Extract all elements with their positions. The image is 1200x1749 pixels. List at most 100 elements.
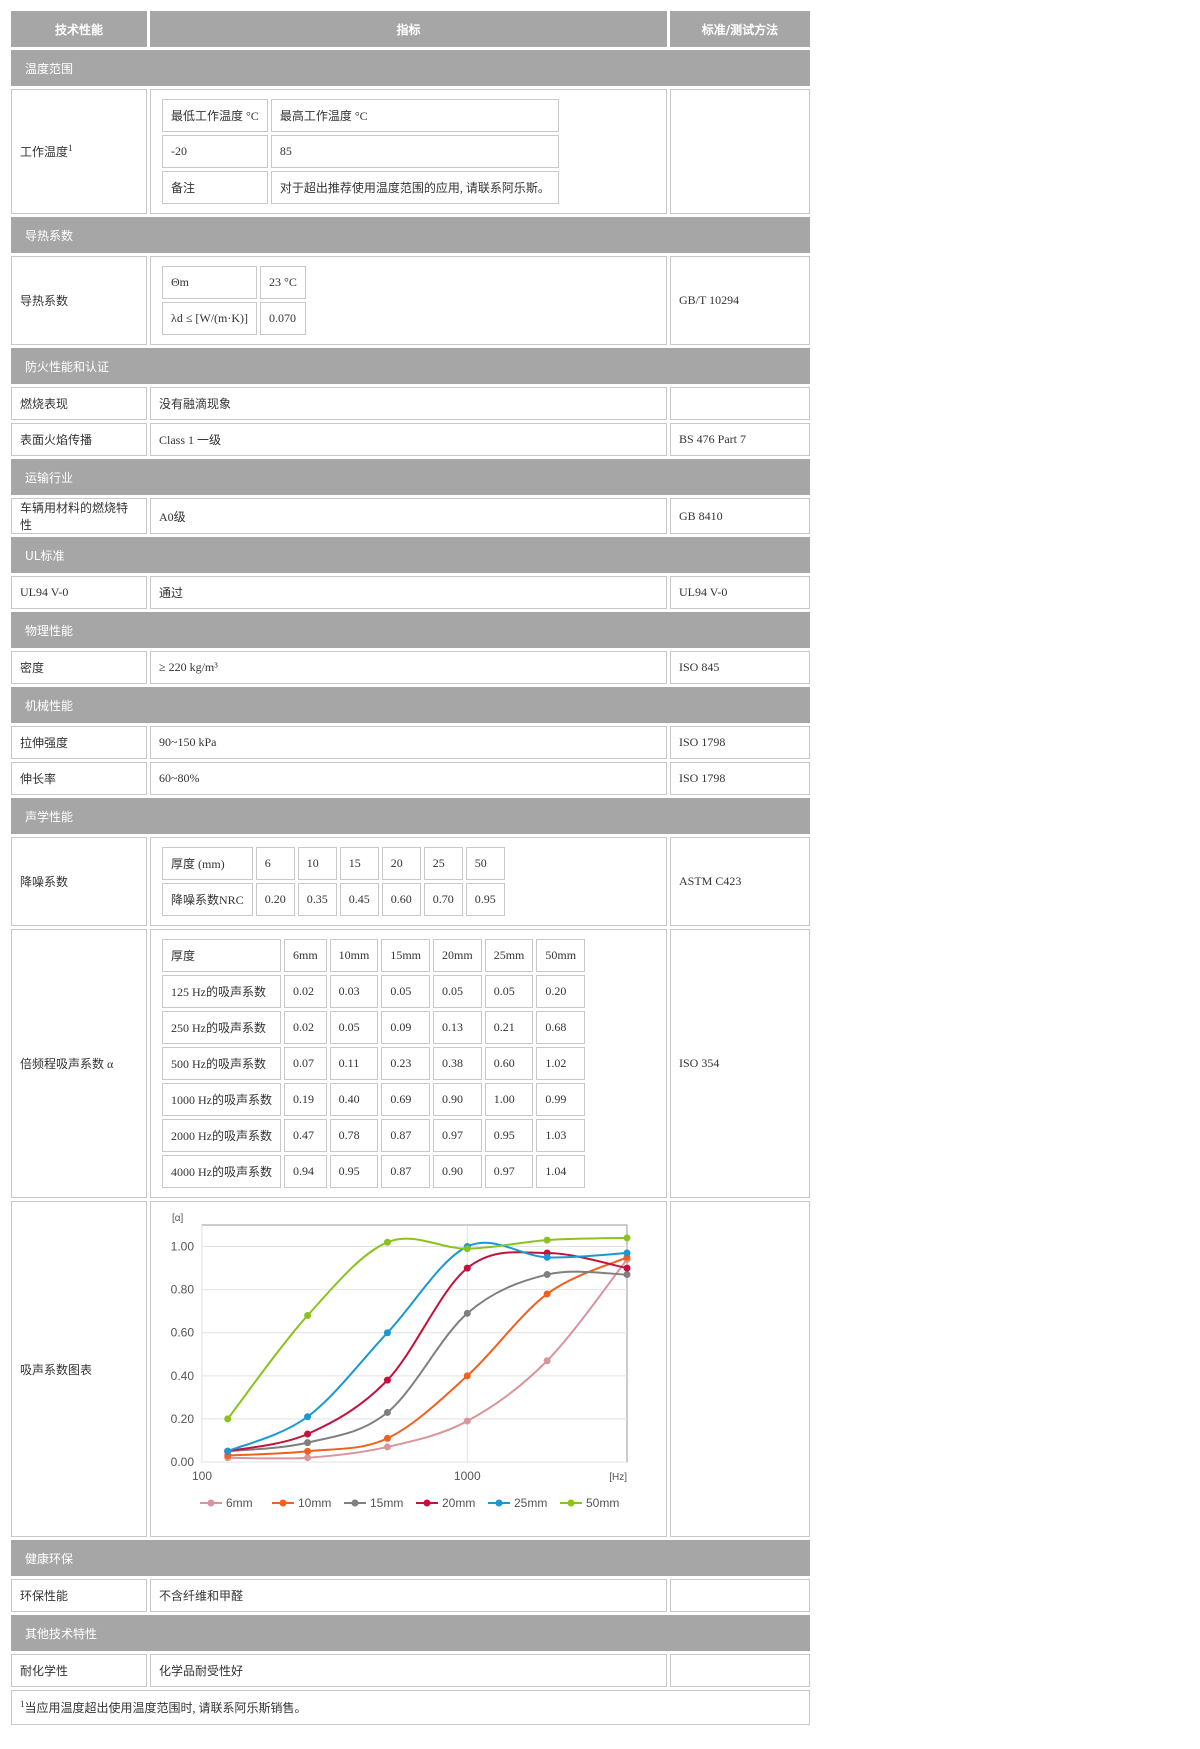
property-label: 倍频程吸声系数 α (20, 1057, 114, 1071)
header-cell: 指标 (150, 11, 667, 47)
section-row: 其他技术特性 (11, 1615, 810, 1651)
subtable-cell: 0.70 (423, 883, 463, 916)
value-text: 60~80% (159, 771, 200, 785)
standard-text: ASTM C423 (679, 874, 742, 888)
value-text: 90~150 kPa (159, 735, 217, 749)
subtable-cell: 最高工作温度 °C (270, 99, 559, 132)
value-text: 化学品耐受性好 (159, 1664, 244, 1678)
data-point (383, 1238, 391, 1246)
x-axis-label: [Hz] (609, 1472, 627, 1483)
subtable-row: 4000 Hz的吸声系数 0.94 0.95 0.87 0.90 0.97 1.04 (162, 1155, 586, 1188)
subtable-cell: 0.02 (284, 975, 327, 1008)
spec-row: 伸长率 60~80% ISO 1798 (11, 762, 810, 795)
chart: 0.00 0.20 0.40 0.60 0.80 1.00 100 1000 [Hz] [α] 6m… (171, 1213, 631, 1510)
y-tick-label: 0.60 (171, 1326, 195, 1340)
value-subtable: 厚度 (mm) 6 10 15 20 25 50 降噪系数NRC 0.20 0.35 0.45 0.6… (159, 844, 508, 919)
data-point (304, 1430, 312, 1438)
spec-row: 导热系数 Θm 23 °C λd ≤ [W/(m·K)] 0.070 GB/T 10294 (11, 256, 810, 345)
data-point (383, 1376, 391, 1384)
subtable-cell: 85 (270, 135, 559, 168)
spec-table: 技术性能 指标 标准/测试方法 温度范围 工作温度1 最低工作温度 °C 最高工作温度 °C… (8, 8, 813, 1728)
legend-marker (351, 1499, 359, 1507)
standard-text: ISO 845 (679, 660, 720, 674)
value-text: Class 1 一级 (159, 433, 222, 447)
standard-cell (670, 1201, 810, 1537)
standard-text: ISO 1798 (679, 735, 726, 749)
subtable-cell: 1.03 (536, 1119, 586, 1152)
y-tick-label: 0.80 (171, 1283, 195, 1297)
value-text: A0级 (159, 509, 186, 524)
standard-cell (670, 1579, 810, 1612)
subtable-cell: 25 (423, 847, 463, 880)
section-row: 物理性能 (11, 612, 810, 648)
footnote-text: 当应用温度超出使用温度范围时, 请联系阿乐斯销售。 (24, 1701, 307, 1715)
spec-row: 环保性能 不含纤维和甲醛 (11, 1579, 810, 1612)
spec-sheet: 技术性能 指标 标准/测试方法 温度范围 工作温度1 最低工作温度 °C 最高工作温度 °C… (8, 8, 813, 1728)
property-cell: 耐化学性 (11, 1654, 147, 1687)
subtable-cell: -20 (162, 135, 268, 168)
standard-text: BS 476 Part 7 (679, 432, 747, 446)
subtable-cell: 0.23 (381, 1047, 431, 1080)
subtable-cell: 0.40 (329, 1083, 379, 1116)
subtable-cell: 20mm (433, 939, 482, 972)
subtable-row: 降噪系数NRC 0.20 0.35 0.45 0.60 0.70 0.95 (162, 883, 505, 916)
spec-row: 表面火焰传播 Class 1 一级 BS 476 Part 7 (11, 423, 810, 456)
value-text: ≥ 220 kg/m³ (159, 660, 218, 674)
value-cell: 90~150 kPa (150, 726, 667, 759)
legend-marker (423, 1499, 431, 1507)
subtable-row: 最低工作温度 °C 最高工作温度 °C (162, 99, 559, 132)
property-cell: 车辆用材料的燃烧特性 (11, 498, 147, 534)
subtable-row: Θm 23 °C (162, 266, 306, 299)
subtable-cell: 0.05 (484, 975, 534, 1008)
subtable-cell: 0.94 (284, 1155, 327, 1188)
subtable-body: 最低工作温度 °C 最高工作温度 °C -20 85 备注 对于超出推荐使用温度范围的应用… (162, 99, 559, 204)
subtable-cell: 0.60 (381, 883, 421, 916)
data-point (304, 1311, 312, 1319)
legend-label: 10mm (298, 1496, 331, 1510)
value-cell: 最低工作温度 °C 最高工作温度 °C -20 85 备注 对于超出推荐使用温度范围的应用… (150, 89, 667, 214)
property-cell: 导热系数 (11, 256, 147, 345)
subtable-cell: 500 Hz的吸声系数 (162, 1047, 281, 1080)
subtable-cell: 0.95 (465, 883, 505, 916)
standard-text: ISO 354 (679, 1056, 720, 1070)
value-cell: 化学品耐受性好 (150, 1654, 667, 1687)
property-label: 工作温度 (20, 145, 69, 159)
subtable-cell: 0.05 (433, 975, 482, 1008)
subtable-body: 厚度 6mm 10mm 15mm 20mm 25mm 50mm 125 Hz的吸声系数 0.02… (162, 939, 586, 1188)
data-point (383, 1329, 391, 1337)
spec-row: UL94 V-0 通过 UL94 V-0 (11, 576, 810, 609)
legend-label: 15mm (370, 1496, 403, 1510)
x-tick-label: 100 (192, 1469, 212, 1483)
subtable-cell: 50 (465, 847, 505, 880)
subtable-cell: 1.02 (536, 1047, 586, 1080)
subtable-cell: 0.070 (260, 302, 306, 335)
subtable-cell: 0.69 (381, 1083, 431, 1116)
property-cell: 降噪系数 (11, 837, 147, 926)
subtable-row: 500 Hz的吸声系数 0.07 0.11 0.23 0.38 0.60 1.02 (162, 1047, 586, 1080)
subtable-cell: 6 (255, 847, 295, 880)
y-tick-label: 0.00 (171, 1455, 195, 1469)
subtable-cell: 0.97 (433, 1119, 482, 1152)
subtable-cell: 0.03 (329, 975, 379, 1008)
subtable-cell: 25mm (484, 939, 534, 972)
section-title: 导热系数 (11, 217, 810, 253)
subtable-cell: 0.90 (433, 1155, 482, 1188)
subtable-cell: 0.09 (381, 1011, 431, 1044)
data-point (623, 1249, 631, 1257)
subtable-cell: 0.95 (484, 1119, 534, 1152)
subtable-cell: 1000 Hz的吸声系数 (162, 1083, 281, 1116)
value-cell: 厚度 6mm 10mm 15mm 20mm 25mm 50mm 125 Hz的吸声系数 0.02… (150, 929, 667, 1198)
standard-cell: GB/T 10294 (670, 256, 810, 345)
spec-row: 工作温度1 最低工作温度 °C 最高工作温度 °C -20 85 备注 对于超出推荐使用温度… (11, 89, 810, 214)
standard-text: ISO 1798 (679, 771, 726, 785)
standard-cell: GB 8410 (670, 498, 810, 534)
section-title: UL标准 (11, 537, 810, 573)
subtable-cell: 0.19 (284, 1083, 327, 1116)
subtable-cell: 0.02 (284, 1011, 327, 1044)
value-cell: ≥ 220 kg/m³ (150, 651, 667, 684)
subtable-cell: 0.45 (339, 883, 379, 916)
section-title: 声学性能 (11, 798, 810, 834)
subtable-cell: 最低工作温度 °C (162, 99, 268, 132)
section-row: 导热系数 (11, 217, 810, 253)
subtable-row: 2000 Hz的吸声系数 0.47 0.78 0.87 0.97 0.95 1.03 (162, 1119, 586, 1152)
